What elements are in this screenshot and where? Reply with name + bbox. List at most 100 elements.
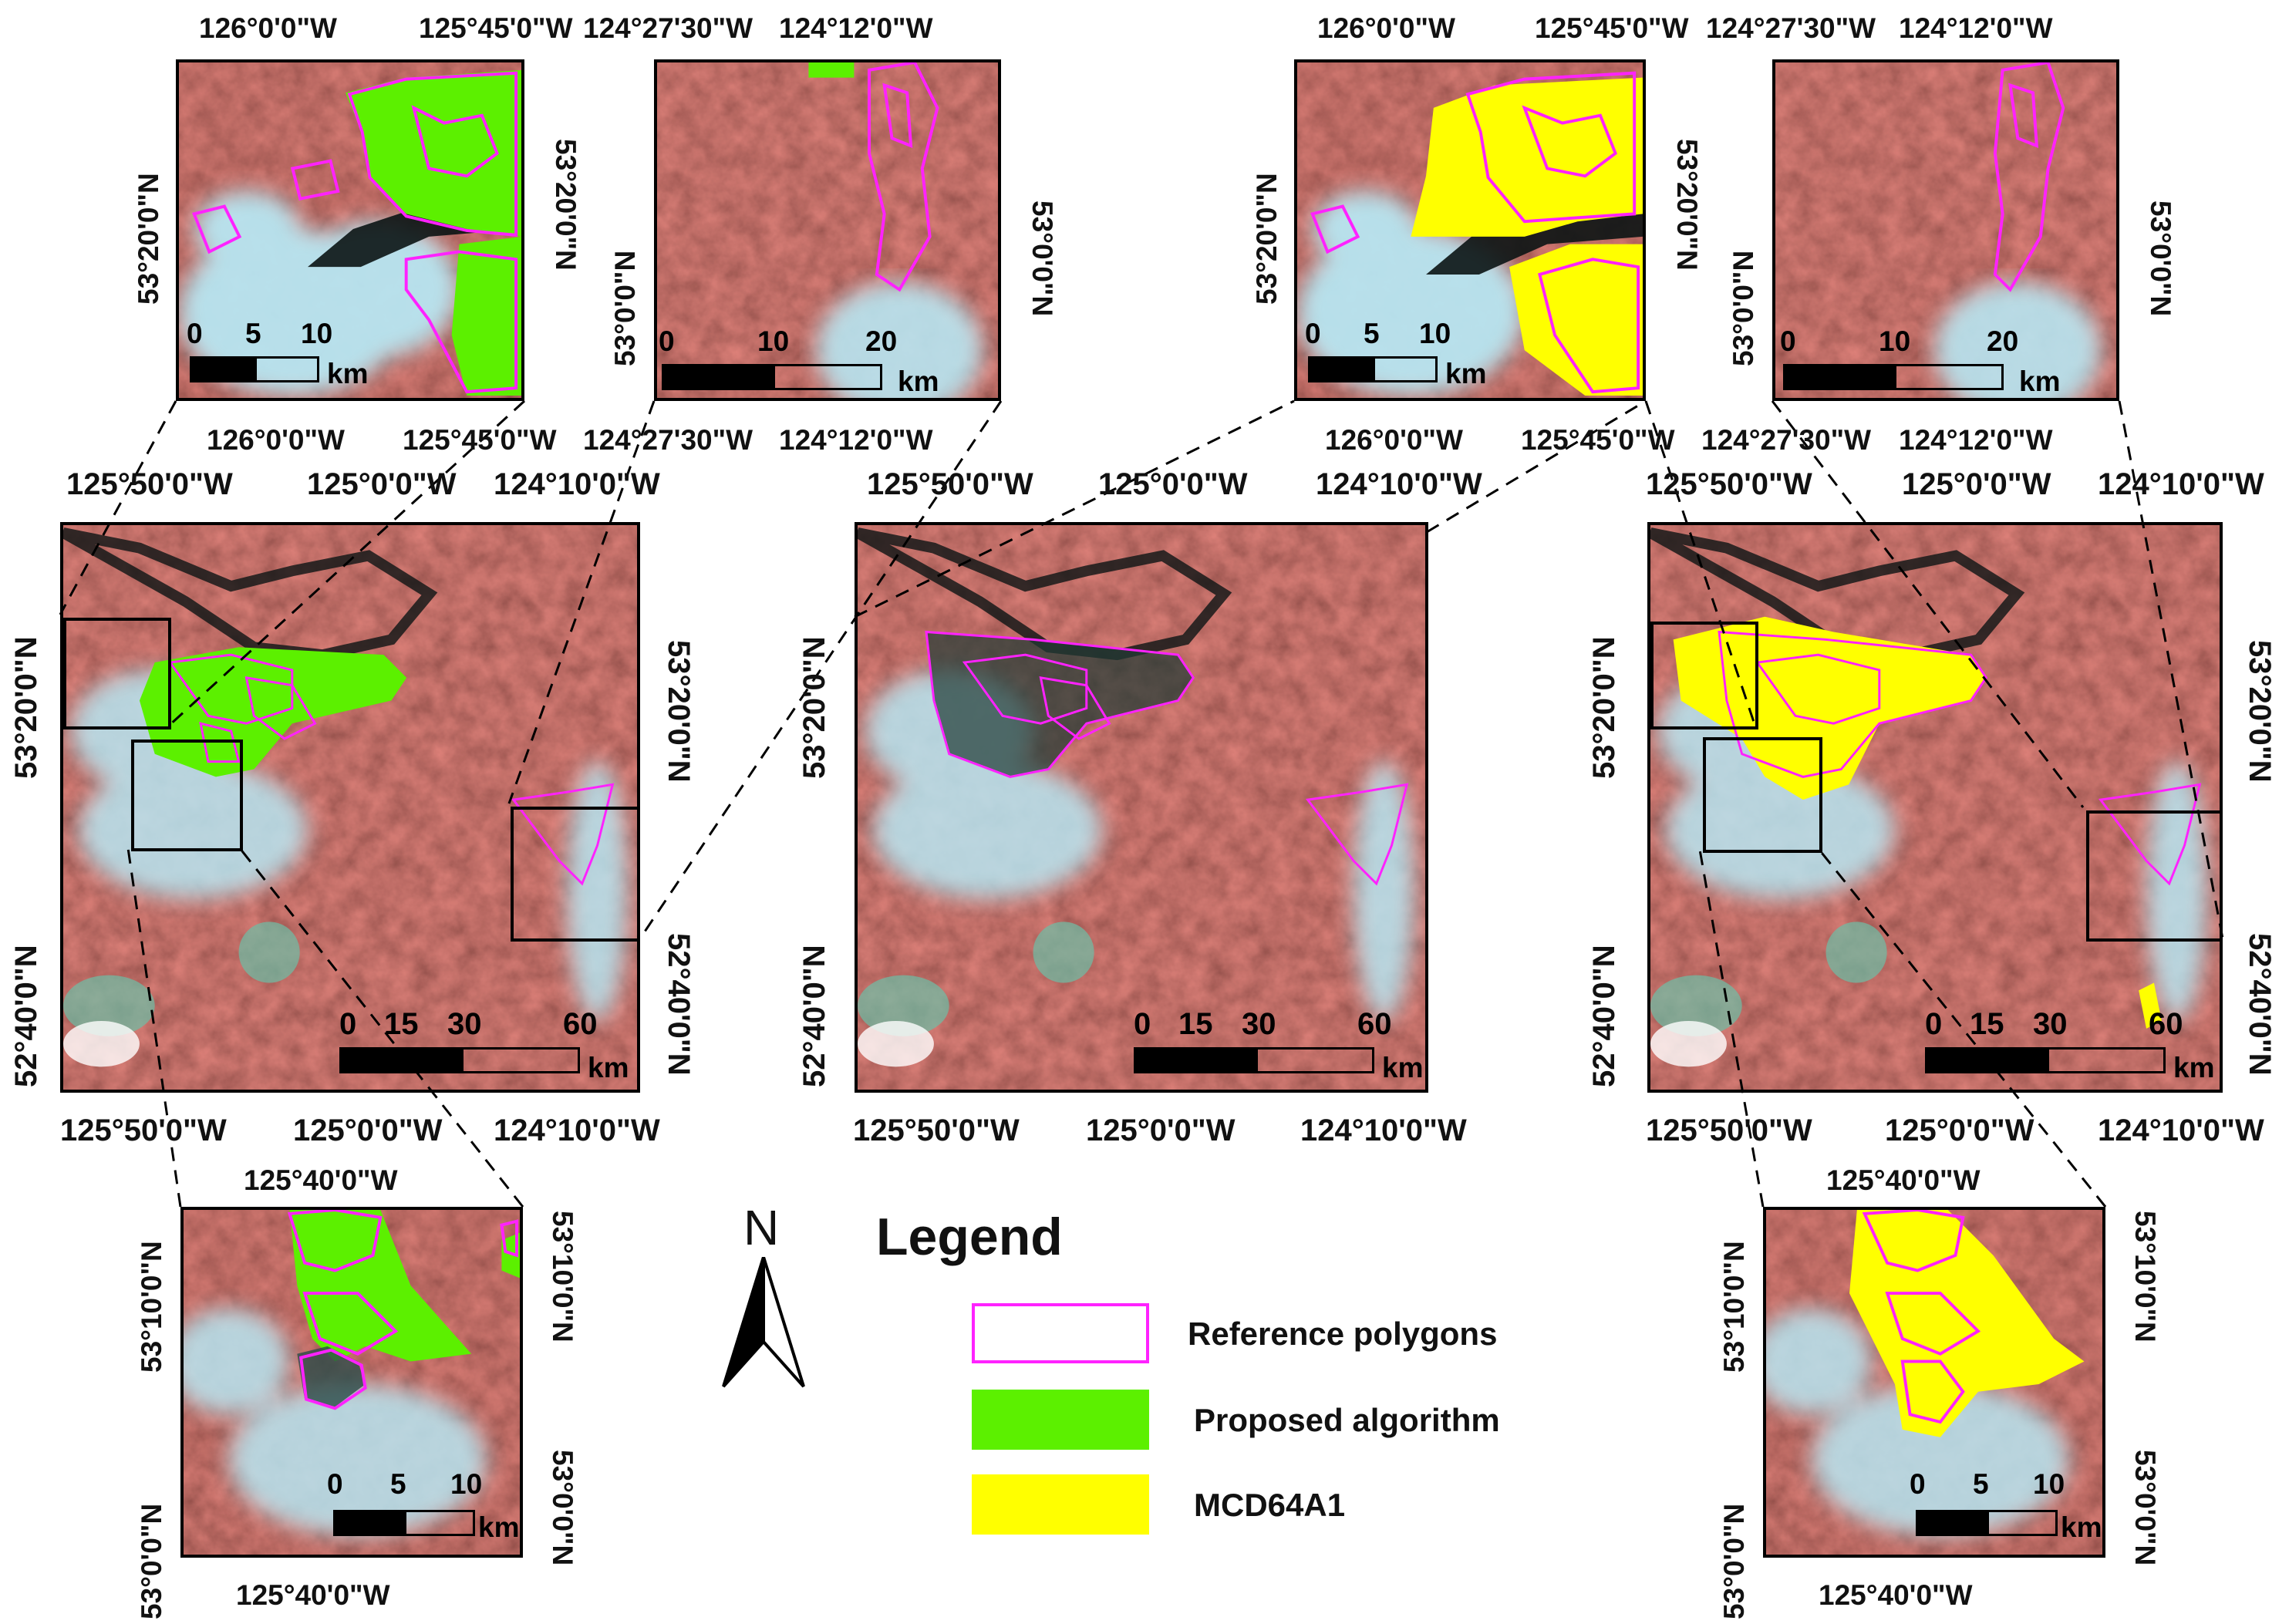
scale-tick-label: 15: [1970, 1007, 2004, 1041]
coord-label: 53°0'0"N: [547, 1450, 578, 1566]
coord-label: 124°27'30"W: [1701, 424, 1872, 456]
coord-label: 53°10'0"N: [1718, 1241, 1750, 1373]
scale-unit: km: [1445, 358, 1487, 389]
coord-label: 53°20'0"N: [797, 636, 831, 779]
scale-tick-label: 10: [757, 325, 790, 357]
coord-label: 125°0'0"W: [293, 1114, 443, 1147]
scale-tick-label: 0: [1910, 1468, 1926, 1500]
coord-label: 53°20'0"N: [1251, 173, 1283, 305]
coord-label: 125°0'0"W: [1086, 1114, 1236, 1147]
inset-bottom-left: [180, 1207, 523, 1558]
scale-tick-label: 0: [1780, 325, 1796, 357]
scale-bar: 0 5 10 km: [1910, 1468, 2110, 1545]
north-label: N: [743, 1200, 780, 1255]
coord-label: 125°45'0"W: [1535, 12, 1689, 44]
coord-label: 125°0'0"W: [307, 467, 457, 501]
legend-label: Reference polygons: [1188, 1316, 1498, 1352]
scale-bar: 0 5 10 km: [1305, 318, 1501, 395]
scale-tick-label: 0: [1134, 1007, 1151, 1041]
coord-label: 125°50'0"W: [867, 467, 1033, 501]
coord-label: 124°10'0"W: [2098, 467, 2264, 501]
scale-bar: 0 10 20 km: [659, 318, 993, 397]
coord-label: 124°12'0"W: [779, 12, 933, 44]
scale-bar: 0 5 10 km: [187, 318, 383, 395]
scale-unit: km: [327, 358, 369, 389]
scale-bar-graphic: [190, 356, 319, 382]
coord-label: 52°40'0"N: [9, 945, 43, 1087]
coord-label: 124°10'0"W: [494, 1114, 660, 1147]
scale-bar-graphic: [339, 1047, 580, 1073]
coord-label: 53°0'0"N: [1718, 1503, 1750, 1619]
legend-swatch-mcd64a1: [972, 1474, 1149, 1535]
coord-label: 53°20'0"N: [133, 173, 164, 305]
coord-label: 125°40'0"W: [1819, 1579, 1973, 1611]
coord-label: 126°0'0"W: [199, 12, 337, 44]
coord-label: 125°50'0"W: [853, 1114, 1020, 1147]
scale-bar-graphic: [1925, 1047, 2166, 1073]
inset-top-left-b: [654, 59, 1001, 401]
coord-label: 52°40'0"N: [662, 933, 696, 1076]
scale-tick-label: 15: [1178, 1007, 1213, 1041]
scale-tick-label: 5: [245, 318, 261, 349]
scale-bar: 0 15 30 60 km: [1925, 1007, 2218, 1084]
scale-bar: 0 15 30 60 km: [339, 1007, 632, 1084]
scale-tick-label: 0: [1925, 1007, 1943, 1041]
scale-tick-label: 30: [447, 1007, 482, 1041]
scale-tick-label: 10: [1419, 318, 1451, 349]
scale-tick-label: 10: [2033, 1468, 2065, 1500]
north-arrow-icon: [722, 1257, 805, 1388]
coord-label: 52°40'0"N: [797, 945, 831, 1087]
coord-label: 52°40'0"N: [2243, 933, 2277, 1076]
scale-tick-label: 60: [563, 1007, 598, 1041]
scale-unit: km: [1382, 1052, 1424, 1083]
coord-label: 124°10'0"W: [494, 467, 660, 501]
scale-tick-label: 20: [1987, 325, 2019, 357]
coord-label: 53°20'0"N: [1587, 636, 1621, 779]
coord-label: 126°0'0"W: [1325, 424, 1463, 456]
coord-label: 124°27'30"W: [1706, 12, 1876, 44]
coord-label: 53°0'0"N: [2145, 200, 2176, 317]
scale-tick-label: 10: [1879, 325, 1911, 357]
scale-unit: km: [898, 366, 939, 397]
coord-label: 126°0'0"W: [207, 424, 345, 456]
inset-top-right-b: [1772, 59, 2119, 401]
scale-unit: km: [588, 1052, 629, 1083]
scale-tick-label: 0: [1305, 318, 1321, 349]
scale-bar: 0 15 30 60 km: [1134, 1007, 1427, 1084]
coord-label: 53°10'0"N: [547, 1211, 578, 1343]
coord-label: 124°10'0"W: [1300, 1114, 1467, 1147]
coord-label: 53°0'0"N: [609, 250, 641, 366]
scale-tick-label: 0: [187, 318, 203, 349]
zoom-box-b: [511, 807, 637, 942]
coord-label: 53°20'0"N: [662, 640, 696, 783]
coord-label: 124°12'0"W: [779, 424, 933, 456]
coord-label: 125°45'0"W: [403, 424, 557, 456]
scale-tick-label: 20: [865, 325, 898, 357]
coord-label: 53°20'0"N: [9, 636, 43, 779]
legend-label: MCD64A1: [1194, 1487, 1346, 1523]
inset-top-left-a: [176, 59, 524, 401]
scale-bar-graphic: [662, 364, 882, 390]
coord-label: 124°27'30"W: [583, 12, 753, 44]
coord-label: 125°40'0"W: [236, 1579, 390, 1611]
zoom-box-b: [2086, 810, 2220, 942]
scale-bar: 0 5 10 km: [327, 1468, 528, 1545]
coord-label: 53°0'0"N: [1728, 250, 1759, 366]
coord-label: 53°0'0"N: [2129, 1450, 2161, 1566]
scale-tick-label: 60: [2149, 1007, 2183, 1041]
zoom-box-c: [1703, 737, 1822, 853]
coord-label: 125°0'0"W: [1885, 1114, 2034, 1147]
coord-label: 125°40'0"W: [1826, 1164, 1981, 1196]
coord-label: 126°0'0"W: [1317, 12, 1455, 44]
coord-label: 125°0'0"W: [1098, 467, 1248, 501]
coord-label: 53°10'0"N: [2129, 1211, 2161, 1343]
coord-label: 124°10'0"W: [1316, 467, 1482, 501]
scale-tick-label: 10: [301, 318, 333, 349]
scale-tick-label: 0: [659, 325, 675, 357]
scale-bar-graphic: [1916, 1510, 2058, 1536]
zoom-box-a: [63, 618, 171, 729]
coord-label: 52°40'0"N: [1587, 945, 1621, 1087]
coord-label: 125°0'0"W: [1902, 467, 2051, 501]
coord-label: 53°10'0"N: [136, 1241, 167, 1373]
coord-label: 125°40'0"W: [244, 1164, 398, 1196]
